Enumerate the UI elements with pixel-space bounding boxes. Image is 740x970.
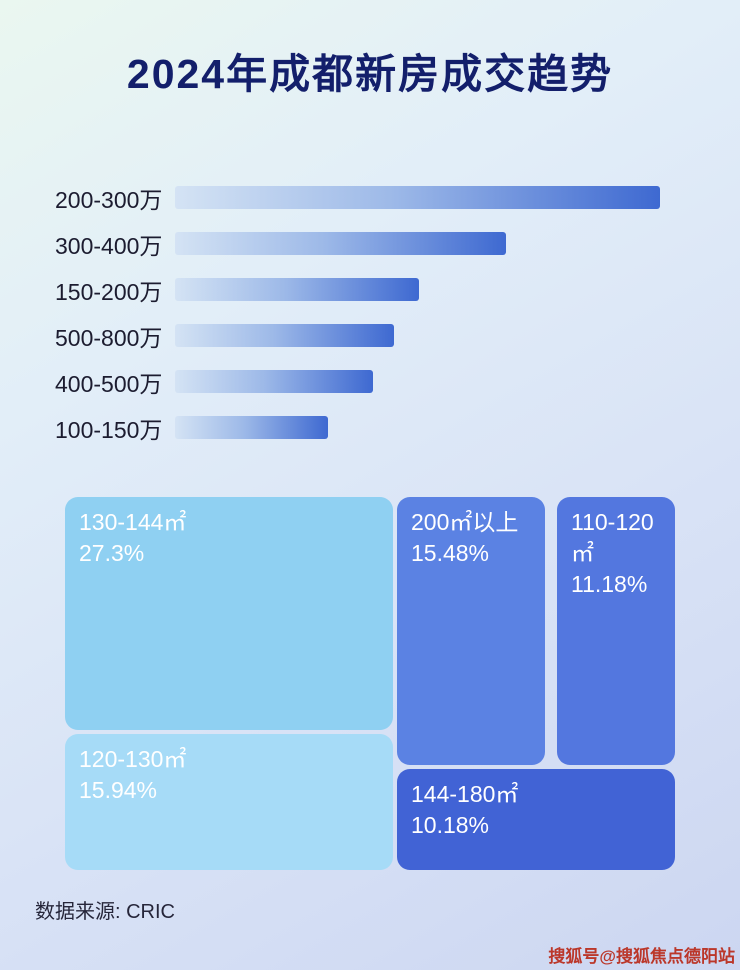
watermark: 搜狐号@搜狐焦点德阳站 <box>548 947 735 966</box>
bar-track <box>175 416 660 439</box>
bar-category-label: 100-150万 <box>55 416 163 443</box>
bar <box>175 186 660 209</box>
data-source: 数据来源: CRIC <box>35 901 175 923</box>
bar-row: 100-150万 <box>55 416 660 443</box>
bar-category-label: 150-200万 <box>55 278 163 305</box>
treemap-label: 110-120㎡ <box>571 509 654 567</box>
treemap: 130-144㎡ 27.3% 200㎡以上 15.48% 110-120㎡ 11… <box>65 497 675 870</box>
treemap-label: 130-144㎡ <box>79 509 187 535</box>
treemap-value: 15.94% <box>79 777 158 804</box>
treemap-block-110-120: 110-120㎡ 11.18% <box>557 497 675 765</box>
treemap-value: 11.18% <box>571 571 648 598</box>
bar <box>175 370 373 393</box>
bar-row: 500-800万 <box>55 324 660 351</box>
treemap-block-200-plus: 200㎡以上 15.48% <box>397 497 545 765</box>
bar <box>175 232 507 255</box>
bar-row: 400-500万 <box>55 370 660 397</box>
bar-track <box>175 370 660 393</box>
treemap-block-130-144: 130-144㎡ 27.3% <box>65 497 393 730</box>
treemap-value: 15.48% <box>411 540 490 567</box>
bar-category-label: 300-400万 <box>55 232 163 259</box>
bar-category-label: 200-300万 <box>55 186 163 213</box>
bar-track <box>175 278 660 301</box>
bar-row: 300-400万 <box>55 232 660 259</box>
treemap-value: 10.18% <box>411 812 490 839</box>
page-title: 2024年成都新房成交趋势 <box>126 51 614 97</box>
bar-category-label: 400-500万 <box>55 370 163 397</box>
treemap-label: 200㎡以上 <box>411 509 519 535</box>
bar-category-label: 500-800万 <box>55 324 163 351</box>
bar <box>175 416 328 439</box>
bar-track <box>175 186 660 209</box>
bar <box>175 278 419 301</box>
treemap-value: 27.3% <box>79 540 145 567</box>
treemap-block-120-130: 120-130㎡ 15.94% <box>65 734 393 870</box>
bar-track <box>175 324 660 347</box>
bar-track <box>175 232 660 255</box>
treemap-block-144-180: 144-180㎡ 10.18% <box>397 769 675 870</box>
bar-chart: 200-300万 300-400万 150-200万 500-800万 400-500万… <box>55 186 660 462</box>
bar-row: 200-300万 <box>55 186 660 213</box>
treemap-label: 144-180㎡ <box>411 781 519 807</box>
treemap-label: 120-130㎡ <box>79 746 187 772</box>
bar-row: 150-200万 <box>55 278 660 305</box>
bar <box>175 324 394 347</box>
